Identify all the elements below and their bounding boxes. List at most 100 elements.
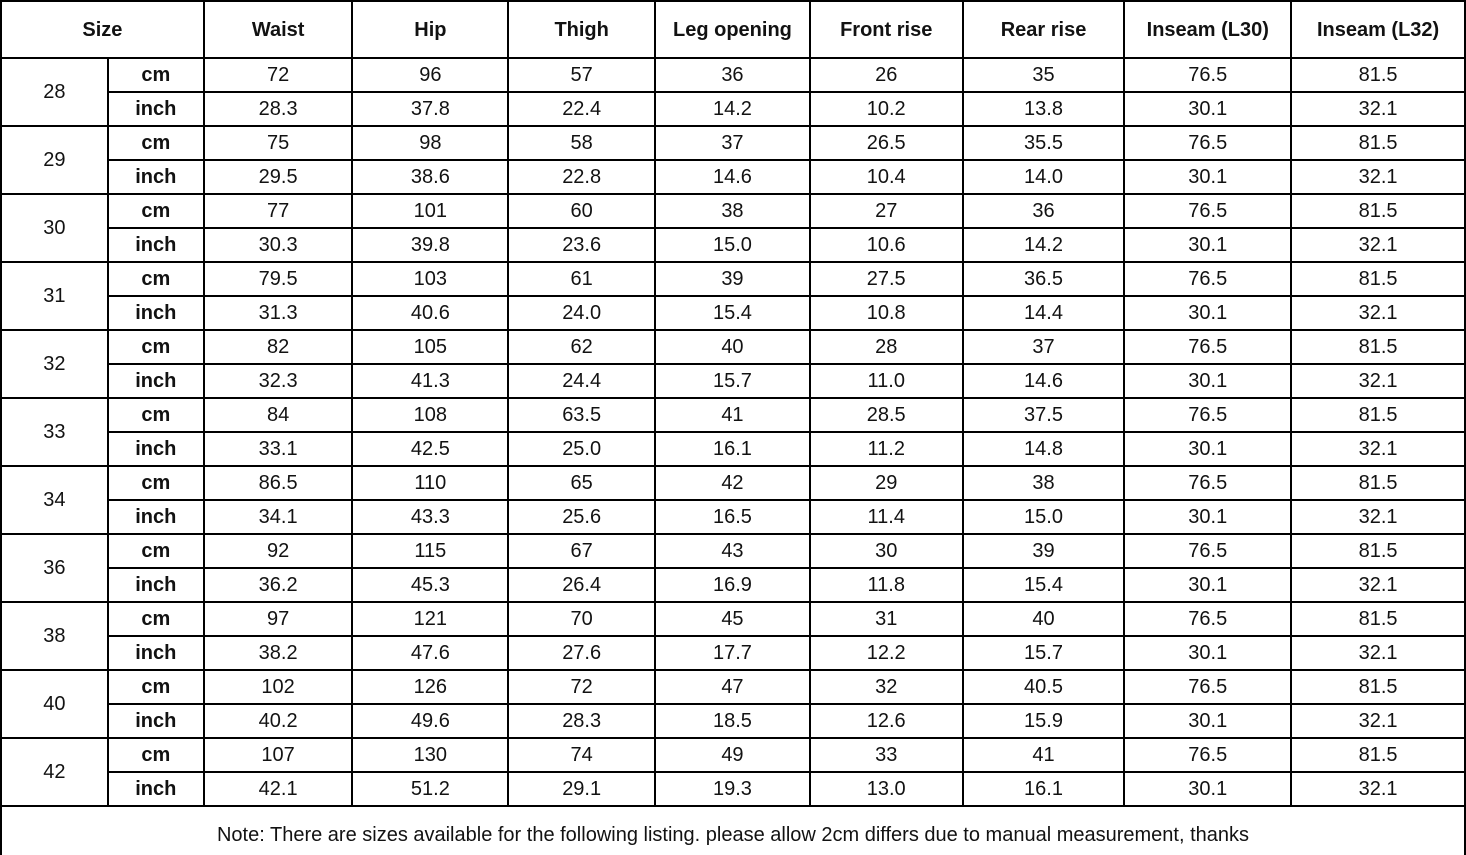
cell-inseam-l32-size-42-inch: 32.1 [1290,771,1466,807]
size-label-34: 34 [0,465,109,535]
size-label-28: 28 [0,57,109,127]
cell-rear-rise-size-30-cm: 36 [961,193,1126,229]
cell-waist-size-40-inch: 40.2 [202,703,354,739]
cell-rear-rise-size-32-cm: 37 [961,329,1126,365]
column-header-thigh: Thigh [507,0,657,59]
column-header-hip: Hip [351,0,510,59]
size-40-inch-row: inch 40.2 49.6 28.3 18.5 12.6 15.9 30.1 32.1 [1,703,1466,739]
unit-label-inch-size-32: inch [106,363,205,399]
cell-waist-size-34-inch: 34.1 [202,499,354,535]
cell-leg-opening-size-42-inch: 19.3 [654,771,811,807]
cell-inseam-l32-size-32-inch: 32.1 [1290,363,1466,399]
cell-inseam-l30-size-29-cm: 76.5 [1123,125,1293,161]
size-label-38: 38 [0,601,109,671]
cell-waist-size-31-inch: 31.3 [202,295,354,331]
cell-inseam-l32-size-31-cm: 81.5 [1290,261,1466,297]
cell-inseam-l30-size-40-inch: 30.1 [1123,703,1293,739]
cell-thigh-size-40-cm: 72 [507,669,657,705]
cell-hip-size-40-cm: 126 [351,669,510,705]
cell-hip-size-42-cm: 130 [351,737,510,773]
cell-inseam-l32-size-29-inch: 32.1 [1290,159,1466,195]
cell-leg-opening-size-29-inch: 14.6 [654,159,811,195]
cell-thigh-size-33-inch: 25.0 [507,431,657,467]
cell-inseam-l30-size-36-inch: 30.1 [1123,567,1293,603]
cell-inseam-l30-size-36-cm: 76.5 [1123,533,1293,569]
cell-inseam-l30-size-32-cm: 76.5 [1123,329,1293,365]
cell-inseam-l30-size-38-cm: 76.5 [1123,601,1293,637]
unit-label-inch-size-30: inch [106,227,205,263]
unit-label-cm-size-34: cm [106,465,205,501]
cell-front-rise-size-40-inch: 12.6 [808,703,964,739]
cell-inseam-l30-size-28-cm: 76.5 [1123,57,1293,93]
size-30-inch-row: inch 30.3 39.8 23.6 15.0 10.6 14.2 30.1 32.1 [1,227,1466,263]
cell-leg-opening-size-42-cm: 49 [654,737,811,773]
cell-leg-opening-size-32-cm: 40 [654,329,811,365]
unit-label-cm-size-40: cm [106,669,205,705]
cell-inseam-l30-size-42-cm: 76.5 [1123,737,1293,773]
cell-hip-size-42-inch: 51.2 [351,771,510,807]
cell-hip-size-33-inch: 42.5 [351,431,510,467]
cell-inseam-l32-size-36-inch: 32.1 [1290,567,1466,603]
size-32-cm-row: 32 cm 82 105 62 40 28 37 76.5 81.5 [0,329,1466,399]
unit-label-cm-size-30: cm [106,193,205,229]
unit-label-inch-size-40: inch [106,703,205,739]
cell-rear-rise-size-29-cm: 35.5 [961,125,1126,161]
size-label-32: 32 [0,329,109,399]
cell-thigh-size-29-cm: 58 [507,125,657,161]
cell-rear-rise-size-33-cm: 37.5 [961,397,1126,433]
unit-label-cm-size-29: cm [106,125,205,161]
cell-inseam-l32-size-30-cm: 81.5 [1290,193,1466,229]
cell-leg-opening-size-33-inch: 16.1 [654,431,811,467]
cell-front-rise-size-38-inch: 12.2 [808,635,964,671]
cell-inseam-l30-size-30-inch: 30.1 [1123,227,1293,263]
cell-inseam-l30-size-34-cm: 76.5 [1123,465,1293,501]
cell-hip-size-33-cm: 108 [351,397,510,433]
cell-hip-size-30-cm: 101 [351,193,510,229]
size-40-cm-row: 40 cm 102 126 72 47 32 40.5 76.5 81.5 [0,669,1466,739]
cell-front-rise-size-38-cm: 31 [808,601,964,637]
cell-inseam-l30-size-31-cm: 76.5 [1123,261,1293,297]
unit-label-inch-size-34: inch [106,499,205,535]
cell-rear-rise-size-32-inch: 14.6 [961,363,1126,399]
cell-leg-opening-size-38-cm: 45 [654,601,811,637]
cell-leg-opening-size-34-cm: 42 [654,465,811,501]
cell-inseam-l32-size-38-inch: 32.1 [1290,635,1466,671]
table-body: 28 cm 72 96 57 36 26 35 76.5 81.5 inch 28.3 37.8 22.4… [0,57,1466,807]
cell-thigh-size-28-inch: 22.4 [507,91,657,127]
cell-thigh-size-34-inch: 25.6 [507,499,657,535]
cell-inseam-l32-size-30-inch: 32.1 [1290,227,1466,263]
cell-hip-size-30-inch: 39.8 [351,227,510,263]
cell-waist-size-32-cm: 82 [202,329,354,365]
cell-waist-size-30-inch: 30.3 [202,227,354,263]
size-38-inch-row: inch 38.2 47.6 27.6 17.7 12.2 15.7 30.1 32.1 [1,635,1466,671]
cell-inseam-l32-size-32-cm: 81.5 [1290,329,1466,365]
column-header-inseam-l32: Inseam (L32) [1290,0,1466,59]
cell-front-rise-size-42-inch: 13.0 [808,771,964,807]
size-29-cm-row: 29 cm 75 98 58 37 26.5 35.5 76.5 81.5 [0,125,1466,195]
cell-rear-rise-size-42-inch: 16.1 [961,771,1126,807]
cell-front-rise-size-28-cm: 26 [808,57,964,93]
cell-inseam-l32-size-31-inch: 32.1 [1290,295,1466,331]
size-36-cm-row: 36 cm 92 115 67 43 30 39 76.5 81.5 [0,533,1466,603]
unit-label-inch-size-36: inch [106,567,205,603]
cell-waist-size-28-inch: 28.3 [202,91,354,127]
cell-inseam-l32-size-40-inch: 32.1 [1290,703,1466,739]
cell-waist-size-33-cm: 84 [202,397,354,433]
column-header-rear-rise: Rear rise [961,0,1126,59]
cell-leg-opening-size-28-cm: 36 [654,57,811,93]
cell-hip-size-36-cm: 115 [351,533,510,569]
cell-waist-size-42-cm: 107 [202,737,354,773]
cell-inseam-l32-size-34-inch: 32.1 [1290,499,1466,535]
size-42-cm-row: 42 cm 107 130 74 49 33 41 76.5 81.5 [0,737,1466,807]
note-row: Note: There are sizes available for the … [0,805,1466,855]
cell-hip-size-31-inch: 40.6 [351,295,510,331]
cell-rear-rise-size-34-inch: 15.0 [961,499,1126,535]
cell-leg-opening-size-31-inch: 15.4 [654,295,811,331]
size-32-inch-row: inch 32.3 41.3 24.4 15.7 11.0 14.6 30.1 32.1 [1,363,1466,399]
cell-inseam-l30-size-40-cm: 76.5 [1123,669,1293,705]
cell-waist-size-29-cm: 75 [202,125,354,161]
cell-hip-size-34-cm: 110 [351,465,510,501]
size-28-inch-row: inch 28.3 37.8 22.4 14.2 10.2 13.8 30.1 32.1 [1,91,1466,127]
size-30-cm-row: 30 cm 77 101 60 38 27 36 76.5 81.5 [0,193,1466,263]
